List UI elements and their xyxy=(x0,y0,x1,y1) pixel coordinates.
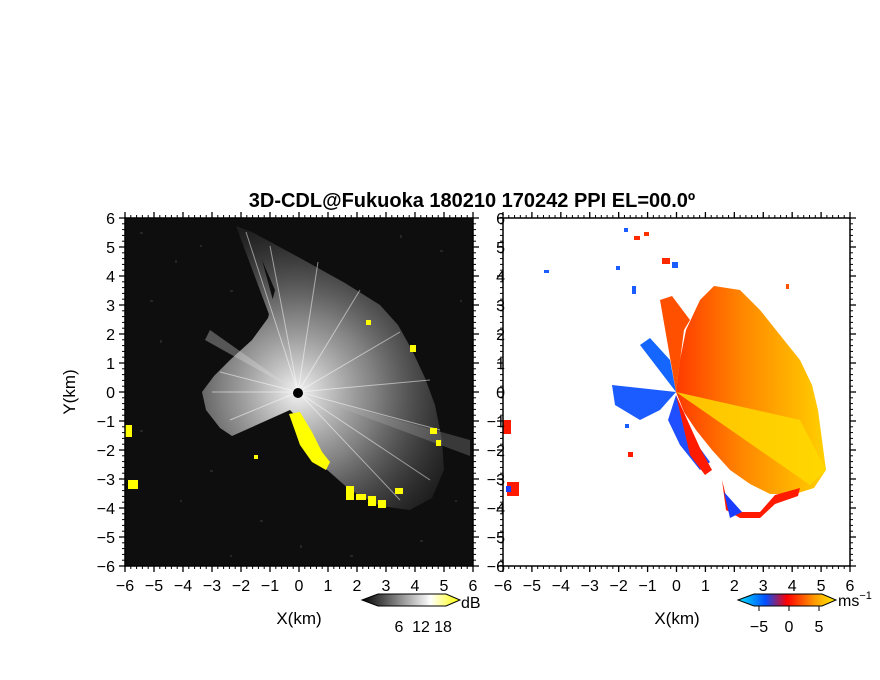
colorbar-tick-labels: −5 0 5 xyxy=(750,606,824,636)
velocity-panel: −6 −5 −4 −3 −2 −1 0 1 2 3 4 5 6 −6−5−4−3−2−10123456 … xyxy=(487,211,872,636)
axis-ticks xyxy=(119,212,479,572)
colorbar-tick-label: 5 xyxy=(815,619,824,636)
y-tick-label: 5 xyxy=(496,240,505,257)
colorbar-unit: ms−1 xyxy=(838,590,872,610)
y-tick-label: −1 xyxy=(97,414,115,431)
x-axis-label: X(km) xyxy=(654,609,699,628)
y-tick-labels: −6 −5 −4 −3 −2 −1 0 1 2 3 4 5 6 xyxy=(487,211,505,576)
x-tick-label: −2 xyxy=(232,578,250,595)
x-tick-label: −6 xyxy=(494,578,512,595)
radar-site xyxy=(293,388,303,398)
x-tick-label: 4 xyxy=(788,578,797,595)
x-tick-label: 2 xyxy=(730,578,739,595)
y-tick-label: 6 xyxy=(106,211,115,228)
echo-rays xyxy=(212,231,441,501)
y-tick-label: 1 xyxy=(106,356,115,373)
y-tick-label: −1 xyxy=(487,414,505,431)
x-tick-label: 2 xyxy=(353,578,362,595)
colorbar-unit: dB xyxy=(461,595,481,612)
x-tick-label: 4 xyxy=(411,578,420,595)
colorbar-tick-label: 6 xyxy=(395,619,404,636)
colorbar-tick-label: 12 xyxy=(412,619,430,636)
x-tick-label: −5 xyxy=(523,578,541,595)
y-tick-label: −6 xyxy=(97,559,115,576)
colorbar-bar xyxy=(736,593,838,607)
x-tick-label: 5 xyxy=(440,578,449,595)
y-tick-label: −3 xyxy=(487,472,505,489)
x-tick-label: −6 xyxy=(116,578,134,595)
y-tick-label: −4 xyxy=(487,501,505,518)
y-tick-label: −6 xyxy=(487,559,505,576)
y-tick-label: 0 xyxy=(106,385,115,402)
x-tick-label: −3 xyxy=(581,578,599,595)
x-tick-label: 0 xyxy=(295,578,304,595)
y-tick-label: −5 xyxy=(487,530,505,547)
x-tick-label: −2 xyxy=(610,578,628,595)
x-tick-labels: −6 −5 −4 −3 −2 −1 0 1 2 3 4 5 6 xyxy=(116,578,478,595)
colorbar-tick-label: 0 xyxy=(785,619,794,636)
axis-ticks xyxy=(497,212,856,572)
y-tick-label: −2 xyxy=(487,443,505,460)
x-tick-label: −1 xyxy=(261,578,279,595)
y-tick-label: −4 xyxy=(97,501,115,518)
noise-texture xyxy=(140,232,462,557)
y-tick-label: 3 xyxy=(106,298,115,315)
y-tick-label: 4 xyxy=(496,269,505,286)
y-tick-label: 1 xyxy=(496,356,505,373)
high-echo-yellow xyxy=(125,320,441,508)
x-tick-label: −1 xyxy=(638,578,656,595)
y-tick-label: 2 xyxy=(496,327,505,344)
x-tick-label: 1 xyxy=(701,578,710,595)
y-tick-label: −2 xyxy=(97,443,115,460)
colorbar-bar xyxy=(360,593,462,607)
x-tick-label: −4 xyxy=(552,578,570,595)
x-tick-label: −5 xyxy=(145,578,163,595)
x-tick-label: 1 xyxy=(324,578,333,595)
colorbar-tick-labels: 6 12 18 xyxy=(395,619,452,636)
x-tick-label: 6 xyxy=(469,578,478,595)
y-tick-label: 0 xyxy=(496,385,505,402)
echo-fan xyxy=(202,226,470,510)
colorbar-tick-label: 18 xyxy=(434,619,452,636)
y-tick-label: 2 xyxy=(106,327,115,344)
y-tick-label: 6 xyxy=(496,211,505,228)
x-tick-label: 0 xyxy=(672,578,681,595)
x-tick-label: 6 xyxy=(846,578,855,595)
x-tick-label: −4 xyxy=(174,578,192,595)
y-tick-labels: −6 −5 −4 −3 −2 −1 0 1 2 3 4 5 6 xyxy=(97,211,115,576)
x-tick-label: 5 xyxy=(817,578,826,595)
y-tick-label: 5 xyxy=(106,240,115,257)
x-tick-label: 3 xyxy=(382,578,391,595)
colorbar-tick-label: −5 xyxy=(750,619,768,636)
velocity-scatter xyxy=(503,228,789,496)
x-tick-label: −3 xyxy=(203,578,221,595)
x-axis-label: X(km) xyxy=(276,609,321,628)
y-tick-label: −5 xyxy=(97,530,115,547)
y-axis-label: Y(km) xyxy=(60,369,79,414)
y-tick-label: −3 xyxy=(97,472,115,489)
y-tick-label: 4 xyxy=(106,269,115,286)
reflectivity-panel: −6 −5 −4 −3 −2 −1 0 1 2 3 4 5 6 −6−5−4−3−2−10123456 … xyxy=(60,211,481,636)
reflectivity-colorbar: dB 6 12 18 xyxy=(360,593,481,636)
velocity-colorbar: ms−1 −5 0 5 xyxy=(736,590,872,636)
y-tick-label: 3 xyxy=(496,298,505,315)
x-tick-label: 3 xyxy=(759,578,768,595)
velocity-echo xyxy=(612,286,826,518)
chart-title: 3D-CDL@Fukuoka 180210 170242 PPI EL=00.0… xyxy=(249,190,695,212)
x-tick-labels: −6 −5 −4 −3 −2 −1 0 1 2 3 4 5 6 xyxy=(494,578,855,595)
